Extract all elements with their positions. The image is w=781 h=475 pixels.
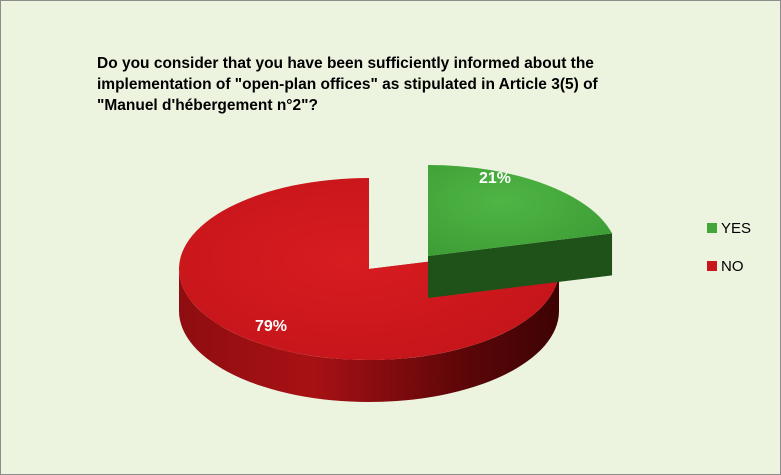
slice-side-no <box>179 269 559 402</box>
slice-cut-face-yes <box>428 233 613 298</box>
legend-swatch-yes <box>707 223 717 233</box>
data-label-no: 79% <box>255 318 287 335</box>
legend-label-no: NO <box>721 257 744 275</box>
legend-swatch-no <box>707 261 717 271</box>
chart-title: Do you consider that you have been suffi… <box>97 53 697 116</box>
chart-title-line-1: Do you consider that you have been suffi… <box>97 55 594 72</box>
pie-slice-yes: 21% <box>428 165 613 298</box>
chart-title-line-2: implementation of "open-plan offices" as… <box>97 76 598 93</box>
legend: YES NO <box>707 219 751 295</box>
chart-title-line-3: "Manuel d'hébergement n°2"? <box>97 97 318 114</box>
slice-top-no <box>179 178 560 361</box>
data-label-yes: 21% <box>479 170 511 187</box>
legend-label-yes: YES <box>721 219 752 237</box>
slice-top-yes <box>428 165 613 256</box>
legend-item-no: NO <box>707 257 751 275</box>
legend-item-yes: YES <box>707 219 751 237</box>
